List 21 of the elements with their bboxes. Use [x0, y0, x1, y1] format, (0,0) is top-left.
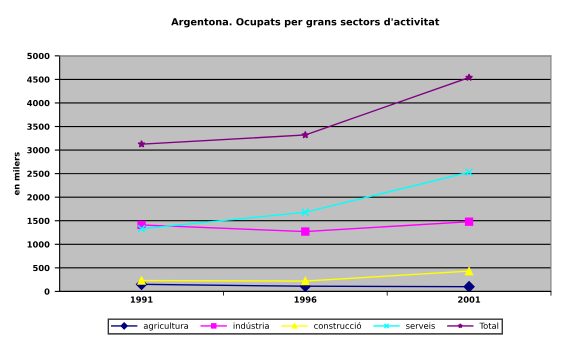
x-tick-label: 1991 — [130, 296, 153, 303]
legend-label: construcció — [314, 322, 362, 329]
chart-title: Argentona. Ocupats per grans sectors d'activitat — [171, 18, 440, 28]
y-tick-label: 3000 — [27, 147, 50, 154]
y-tick-label: 1000 — [28, 241, 50, 248]
legend-label: indústria — [234, 322, 269, 329]
legend-label: Total — [479, 322, 498, 329]
legend-label: agricultura — [144, 322, 188, 331]
y-tick-label: 1500 — [28, 218, 50, 224]
y-tick-label: 500 — [33, 264, 50, 272]
legend-label: serveis — [406, 322, 435, 329]
y-tick-label: 2000 — [27, 194, 50, 200]
y-axis-title: en milers — [13, 152, 20, 196]
x-tick-label: 1996 — [294, 296, 316, 303]
y-tick-label: 2500 — [27, 170, 50, 177]
y-tick-label: 3500 — [27, 123, 50, 130]
x-tick-label: 2001 — [458, 296, 480, 303]
y-tick-label: 4500 — [27, 76, 50, 83]
y-tick-label: 0 — [44, 288, 50, 295]
y-tick-label: 4000 — [27, 100, 50, 106]
y-tick-label: 5000 — [27, 52, 50, 60]
